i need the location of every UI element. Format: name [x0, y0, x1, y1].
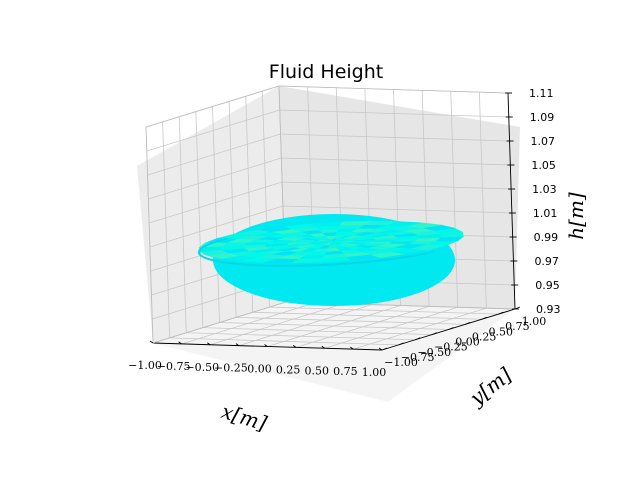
- grid-line: [195, 111, 204, 328]
- grid-line: [186, 332, 416, 341]
- grid-line: [252, 311, 482, 320]
- x-tick-mark: [235, 343, 240, 346]
- z-axis-line: [507, 92, 516, 310]
- grid-line: [282, 205, 512, 214]
- y-tick-label: 0.25: [472, 330, 497, 343]
- pane-edge: [152, 301, 287, 344]
- surface-rim: [197, 237, 435, 267]
- grid-line: [281, 157, 511, 166]
- x-tick-label: 0.75: [333, 365, 358, 378]
- surface-patch: [411, 244, 446, 251]
- grid-line: [169, 337, 399, 346]
- pane-edge: [145, 85, 280, 128]
- grid-line: [148, 157, 282, 200]
- grid-line: [149, 205, 284, 248]
- z-tick-label: 0.95: [535, 279, 560, 292]
- pane-edge: [145, 126, 154, 344]
- z-tick-label: 0.97: [534, 255, 559, 268]
- pane-edge: [278, 85, 509, 94]
- y-tick-label: 0.50: [489, 325, 514, 338]
- y-tick-label: 0.75: [505, 320, 530, 333]
- y-tick-mark: [381, 347, 388, 351]
- grid-line: [478, 92, 487, 309]
- x-tick-mark: [378, 347, 383, 351]
- axis-ticks: −1.00−0.75−0.50−0.25 0.00 0.25 0.50 0.75 1.00…: [128, 87, 560, 379]
- grid-line: [148, 181, 283, 224]
- x-tick-label: −1.00: [128, 359, 162, 372]
- y-tick-label: −1.00: [384, 356, 418, 369]
- x-tick-label: 1.00: [362, 366, 387, 379]
- y-tick-label: −0.75: [401, 351, 435, 364]
- x-tick-label: −0.75: [157, 360, 191, 373]
- y-tick-label: −0.50: [417, 346, 451, 359]
- y-tick-mark: [415, 337, 421, 341]
- z-tick-label: 1.03: [532, 183, 557, 196]
- y-tick-label: −0.25: [434, 341, 468, 354]
- z-axis-label: h[m]: [564, 192, 588, 240]
- x-tick-mark: [292, 345, 297, 348]
- grid-line: [279, 109, 509, 118]
- grid-line: [236, 316, 466, 325]
- x-tick-label: 0.25: [276, 363, 301, 376]
- x-tick-label: 0.50: [305, 364, 330, 377]
- chart-title: Fluid Height: [269, 61, 383, 83]
- grid-line: [269, 306, 499, 315]
- x-tick-mark: [321, 345, 325, 349]
- grid-line: [219, 322, 449, 330]
- z-tick-label: 1.11: [529, 87, 554, 100]
- x-tick-mark: [178, 341, 182, 345]
- grid-line: [282, 181, 512, 190]
- x-tick-label: −0.25: [214, 362, 248, 375]
- z-tick-label: 1.07: [531, 135, 556, 148]
- y-tick-mark: [481, 316, 487, 320]
- grid-line: [212, 106, 220, 323]
- z-tick-label: 1.05: [531, 159, 556, 172]
- grid-line: [162, 121, 171, 338]
- x-tick-mark: [149, 340, 154, 344]
- y-tick-mark: [448, 327, 454, 330]
- grid-line: [280, 133, 510, 142]
- y-tick-mark: [498, 311, 504, 315]
- x-tick-mark: [350, 346, 354, 350]
- z-tick-label: 1.01: [533, 207, 558, 220]
- z-tick-label: 0.99: [534, 231, 559, 244]
- x-tick-label: 0.00: [247, 363, 272, 376]
- fluid-surface: [197, 214, 465, 306]
- x-tick-label: −0.50: [185, 361, 219, 374]
- x-tick-mark: [264, 344, 268, 347]
- x-tick-mark: [207, 342, 211, 346]
- y-tick-mark: [398, 342, 404, 346]
- grid-line: [450, 91, 459, 308]
- y-tick-label: 1.00: [522, 315, 547, 328]
- y-tick-mark: [431, 332, 438, 336]
- y-tick-mark: [464, 321, 471, 325]
- grid-line: [178, 116, 187, 333]
- grid-line: [146, 109, 280, 152]
- z-tick-label: 0.93: [536, 303, 561, 316]
- y-tick-label: 0.00: [455, 336, 480, 349]
- grid-line: [147, 133, 281, 176]
- grid-line: [202, 327, 432, 336]
- z-tick-label: 1.09: [530, 111, 555, 124]
